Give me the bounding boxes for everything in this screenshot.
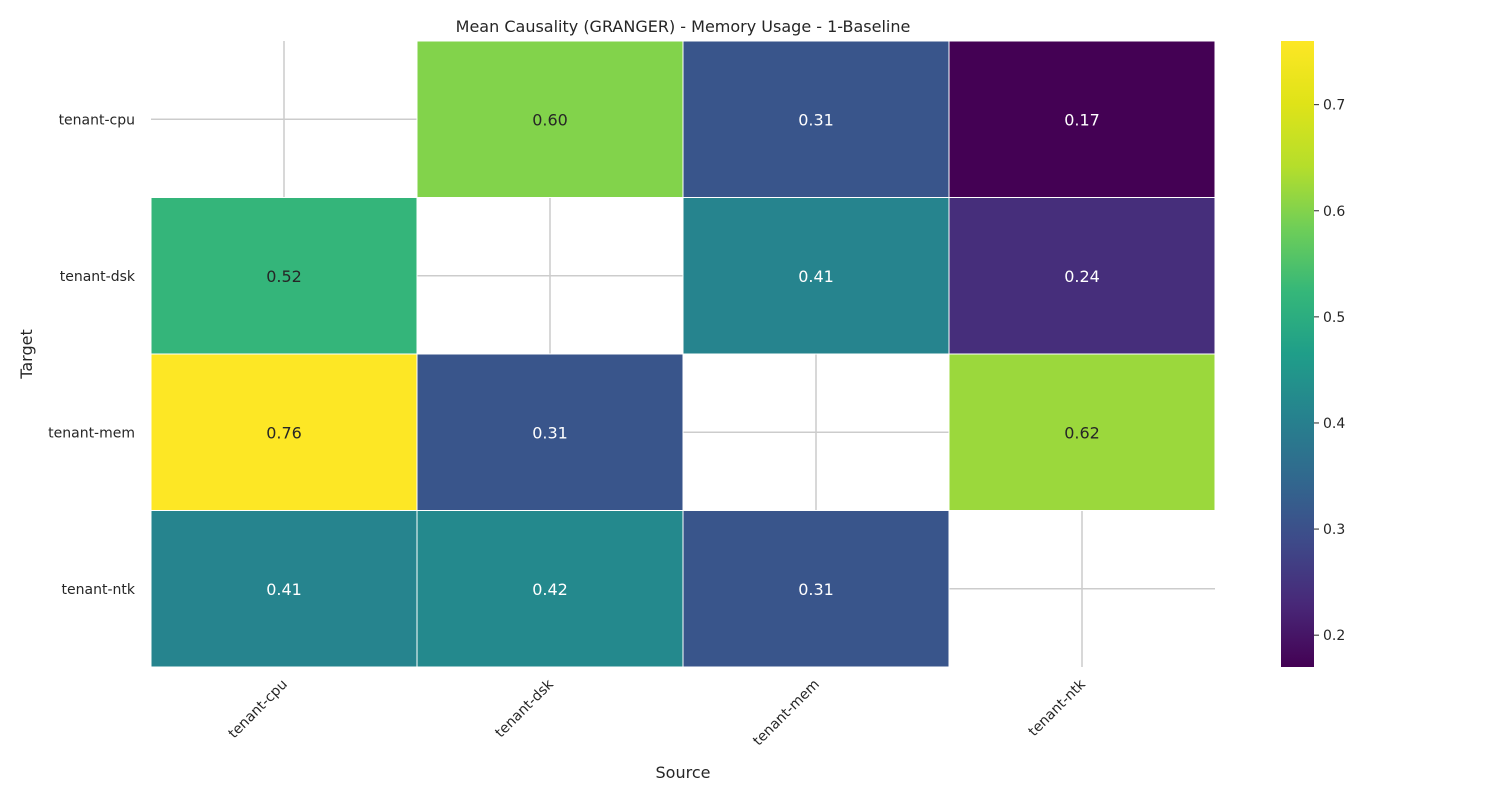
y-tick-label: tenant-dsk [60, 269, 136, 285]
cell-value-label: 0.76 [266, 423, 302, 442]
cell-value-label: 0.52 [266, 267, 302, 286]
cell-value-label: 0.41 [798, 267, 834, 286]
x-tick-labels: tenant-cpu tenant-dsk tenant-mem tenant-ntk [225, 676, 1089, 749]
heatmap-cell [948, 197, 1216, 355]
cell-value-label: 0.31 [798, 580, 834, 599]
cell-value-label: 0.62 [1064, 423, 1100, 442]
heatmap-cell [948, 40, 1216, 198]
y-tick-label: tenant-cpu [59, 112, 135, 128]
colorbar-gradient [1281, 41, 1314, 667]
cell-value-label: 0.24 [1064, 267, 1100, 286]
cell-value-label: 0.42 [532, 580, 568, 599]
colorbar-tick-label: 0.4 [1323, 416, 1345, 432]
y-tick-label: tenant-ntk [62, 582, 136, 598]
x-axis-label: Source [656, 763, 711, 782]
x-tick-label: tenant-cpu [225, 677, 290, 742]
heatmap-cells [150, 40, 1216, 668]
cell-value-label: 0.17 [1064, 110, 1100, 129]
x-tick-label: tenant-mem [750, 677, 823, 750]
cell-value-labels: 0.60 0.31 0.17 0.52 0.41 0.24 0.76 0.31 0.62 0.41… [266, 110, 1100, 599]
heatmap-cell [682, 40, 950, 198]
colorbar-tick-label: 0.3 [1323, 522, 1345, 538]
x-tick-label: tenant-ntk [1026, 676, 1090, 740]
y-tick-labels: tenant-cpu tenant-dsk tenant-mem tenant-ntk [48, 112, 136, 598]
y-tick-label: tenant-mem [48, 425, 135, 441]
cell-value-label: 0.60 [532, 110, 568, 129]
heatmap-cell [416, 353, 684, 511]
heatmap-cell [682, 510, 950, 668]
heatmap-cell [150, 353, 418, 511]
y-axis-label: Target [17, 329, 36, 380]
heatmap-cell [948, 353, 1216, 511]
colorbar-tick-label: 0.5 [1323, 310, 1345, 326]
heatmap-cell [416, 40, 684, 198]
chart-title: Mean Causality (GRANGER) - Memory Usage … [456, 17, 911, 36]
colorbar-tick-label: 0.7 [1323, 98, 1345, 114]
cell-value-label: 0.31 [532, 423, 568, 442]
colorbar-tick-label: 0.6 [1323, 204, 1345, 220]
heatmap-cell [150, 197, 418, 355]
cell-value-label: 0.41 [266, 580, 302, 599]
colorbar-tick-label: 0.2 [1323, 628, 1345, 644]
colorbar: 0.2 0.3 0.4 0.5 0.6 0.7 [1281, 41, 1345, 667]
x-tick-label: tenant-dsk [492, 676, 557, 741]
heatmap-cell [416, 510, 684, 668]
cell-value-label: 0.31 [798, 110, 834, 129]
